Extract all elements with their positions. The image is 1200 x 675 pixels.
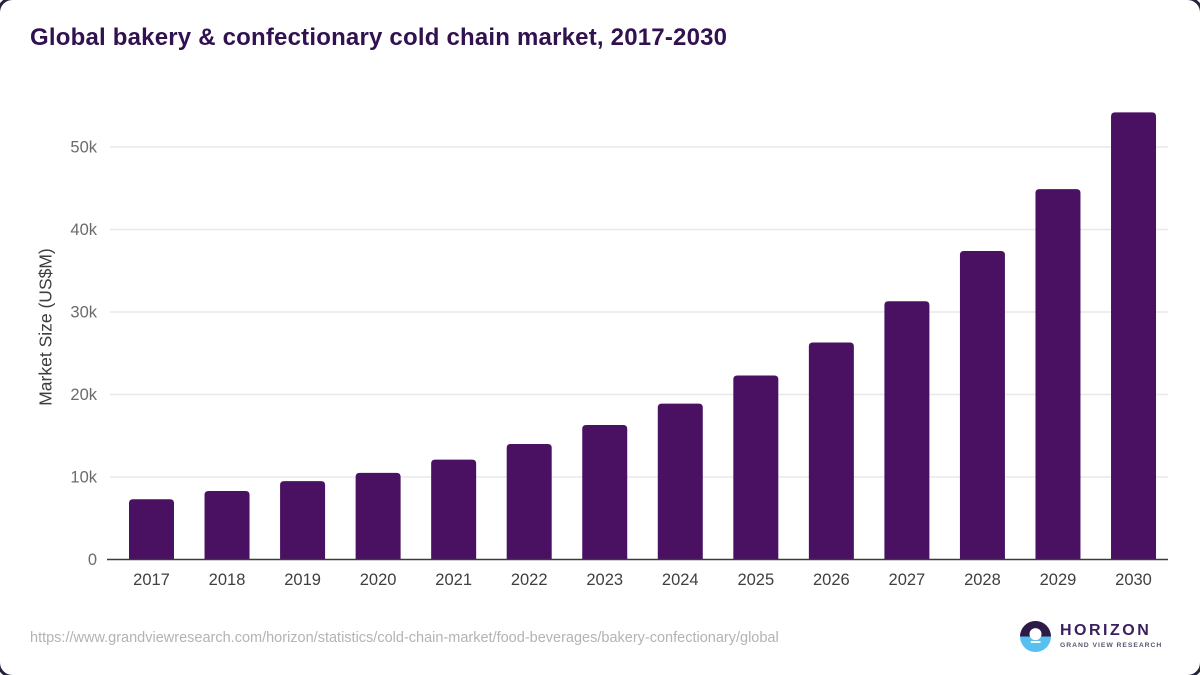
y-tick-40k: 40k bbox=[70, 221, 97, 239]
x-tick-2027: 2027 bbox=[889, 571, 926, 589]
horizon-sun-icon bbox=[1020, 621, 1051, 652]
x-tick-2021: 2021 bbox=[435, 571, 472, 589]
x-tick-2023: 2023 bbox=[586, 571, 623, 589]
y-tick-30k: 30k bbox=[70, 304, 97, 322]
bar-2030 bbox=[1111, 112, 1157, 560]
horizon-logo: HORIZON GRAND VIEW RESEARCH bbox=[1020, 621, 1162, 652]
y-tick-10k: 10k bbox=[70, 469, 97, 487]
logo-subtitle: GRAND VIEW RESEARCH bbox=[1060, 641, 1163, 649]
bar-2020 bbox=[355, 472, 401, 560]
x-tick-2020: 2020 bbox=[360, 571, 397, 589]
logo-name: HORIZON bbox=[1060, 622, 1152, 640]
bar-2027 bbox=[884, 301, 930, 560]
x-tick-2030: 2030 bbox=[1115, 571, 1152, 589]
x-tick-2018: 2018 bbox=[209, 571, 246, 589]
bar-2022 bbox=[506, 444, 552, 560]
bar-2018 bbox=[204, 491, 250, 560]
chart-title: Global bakery & confectionary cold chain… bbox=[30, 24, 728, 51]
bar-2017 bbox=[129, 499, 174, 560]
bar-2021 bbox=[431, 459, 477, 560]
logo-sea-half bbox=[1020, 636, 1051, 652]
bar-2029 bbox=[1035, 189, 1081, 560]
x-tick-2019: 2019 bbox=[284, 571, 321, 589]
x-tick-2017: 2017 bbox=[133, 571, 170, 589]
x-tick-2026: 2026 bbox=[813, 571, 850, 589]
logo-sun bbox=[1029, 628, 1042, 641]
x-tick-2024: 2024 bbox=[662, 571, 699, 589]
y-tick-50k: 50k bbox=[70, 139, 97, 157]
y-tick-0: 0 bbox=[88, 551, 97, 569]
x-tick-2028: 2028 bbox=[964, 571, 1001, 589]
bar-2028 bbox=[959, 250, 1005, 560]
bar-2023 bbox=[582, 425, 628, 560]
source-url: https://www.grandviewresearch.com/horizo… bbox=[30, 630, 779, 646]
x-tick-2022: 2022 bbox=[511, 571, 548, 589]
logo-text: HORIZON GRAND VIEW RESEARCH bbox=[1060, 623, 1162, 649]
x-tick-2029: 2029 bbox=[1040, 571, 1077, 589]
bar-2026 bbox=[808, 342, 854, 560]
bar-2019 bbox=[280, 481, 326, 560]
x-tick-2025: 2025 bbox=[737, 571, 774, 589]
bar-2024 bbox=[657, 403, 703, 560]
y-tick-20k: 20k bbox=[70, 386, 97, 404]
logo-reflection-line bbox=[1030, 640, 1041, 643]
bar-2025 bbox=[733, 375, 779, 560]
